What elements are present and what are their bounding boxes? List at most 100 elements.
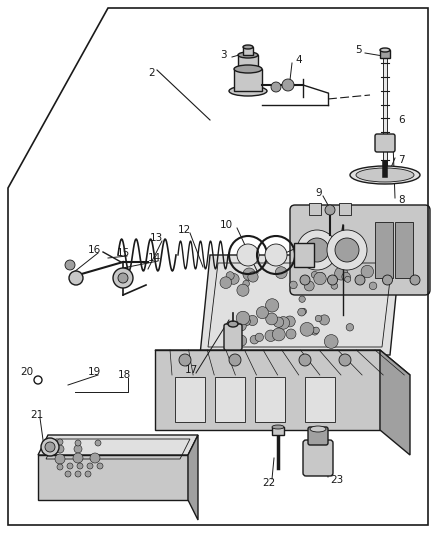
Circle shape xyxy=(361,265,374,278)
Bar xyxy=(238,55,258,69)
Ellipse shape xyxy=(350,166,420,184)
Circle shape xyxy=(316,272,325,282)
Circle shape xyxy=(297,230,337,270)
Text: 6: 6 xyxy=(398,115,405,125)
Circle shape xyxy=(299,354,311,366)
Text: 17: 17 xyxy=(185,365,198,375)
Polygon shape xyxy=(188,435,198,520)
Circle shape xyxy=(305,238,329,262)
Bar xyxy=(234,69,262,91)
Circle shape xyxy=(179,354,191,366)
Circle shape xyxy=(237,321,246,331)
Polygon shape xyxy=(380,350,410,455)
Circle shape xyxy=(57,439,63,445)
Text: 12: 12 xyxy=(178,225,191,235)
Circle shape xyxy=(236,335,247,346)
Circle shape xyxy=(266,313,278,325)
Circle shape xyxy=(247,316,258,326)
Text: 7: 7 xyxy=(398,155,405,165)
Polygon shape xyxy=(38,435,198,455)
Circle shape xyxy=(335,238,359,262)
Bar xyxy=(175,377,205,422)
Circle shape xyxy=(311,271,318,278)
Bar xyxy=(255,377,285,422)
Text: 10: 10 xyxy=(220,220,233,230)
Circle shape xyxy=(300,275,310,285)
Text: 16: 16 xyxy=(88,245,101,255)
Bar xyxy=(305,377,335,422)
Polygon shape xyxy=(38,455,188,500)
Circle shape xyxy=(346,324,353,331)
Circle shape xyxy=(282,79,294,91)
Text: 21: 21 xyxy=(30,410,43,420)
Circle shape xyxy=(248,272,258,282)
Circle shape xyxy=(369,282,377,289)
Circle shape xyxy=(272,328,285,341)
Circle shape xyxy=(271,82,281,92)
Circle shape xyxy=(118,273,128,283)
FancyBboxPatch shape xyxy=(308,427,328,445)
Circle shape xyxy=(327,230,367,270)
Bar xyxy=(395,222,413,278)
Circle shape xyxy=(339,354,351,366)
Circle shape xyxy=(275,266,287,279)
Circle shape xyxy=(311,328,318,335)
Circle shape xyxy=(220,277,232,288)
Circle shape xyxy=(45,442,55,452)
Bar xyxy=(272,427,284,435)
Circle shape xyxy=(290,281,297,289)
Bar xyxy=(339,203,351,215)
Text: 22: 22 xyxy=(262,478,275,488)
Text: 15: 15 xyxy=(117,248,130,258)
Polygon shape xyxy=(155,350,410,375)
Circle shape xyxy=(314,272,326,285)
Circle shape xyxy=(77,463,83,469)
Circle shape xyxy=(256,306,268,319)
Circle shape xyxy=(97,463,103,469)
Circle shape xyxy=(41,438,59,456)
Bar xyxy=(309,203,321,215)
Circle shape xyxy=(241,317,251,326)
Circle shape xyxy=(90,453,100,463)
Text: 18: 18 xyxy=(118,370,131,380)
Circle shape xyxy=(55,454,65,464)
Circle shape xyxy=(313,327,319,334)
Circle shape xyxy=(265,298,279,312)
Ellipse shape xyxy=(265,244,287,266)
Circle shape xyxy=(315,315,322,322)
Circle shape xyxy=(226,272,234,280)
Circle shape xyxy=(85,471,91,477)
Text: 19: 19 xyxy=(88,367,101,377)
Circle shape xyxy=(298,308,305,316)
Circle shape xyxy=(65,471,71,477)
Circle shape xyxy=(57,464,63,470)
Circle shape xyxy=(67,463,73,469)
Circle shape xyxy=(243,268,255,280)
Circle shape xyxy=(265,330,276,342)
Circle shape xyxy=(382,275,392,285)
FancyBboxPatch shape xyxy=(303,440,333,476)
Ellipse shape xyxy=(310,426,326,432)
Circle shape xyxy=(304,281,314,291)
Circle shape xyxy=(237,284,249,296)
Text: 4: 4 xyxy=(295,55,302,65)
Ellipse shape xyxy=(238,52,258,58)
Circle shape xyxy=(87,463,93,469)
Text: 8: 8 xyxy=(398,195,405,205)
Polygon shape xyxy=(200,255,400,355)
Circle shape xyxy=(342,272,350,281)
Circle shape xyxy=(236,311,250,325)
Text: 13: 13 xyxy=(150,233,163,243)
Circle shape xyxy=(75,440,81,446)
Text: 11: 11 xyxy=(275,257,288,267)
Text: 5: 5 xyxy=(355,45,362,55)
Circle shape xyxy=(345,276,351,282)
Circle shape xyxy=(69,271,83,285)
Bar xyxy=(375,222,393,278)
Circle shape xyxy=(243,280,249,287)
Ellipse shape xyxy=(243,45,253,49)
Circle shape xyxy=(65,260,75,270)
Circle shape xyxy=(228,273,239,284)
Circle shape xyxy=(324,335,338,349)
Circle shape xyxy=(74,445,82,453)
